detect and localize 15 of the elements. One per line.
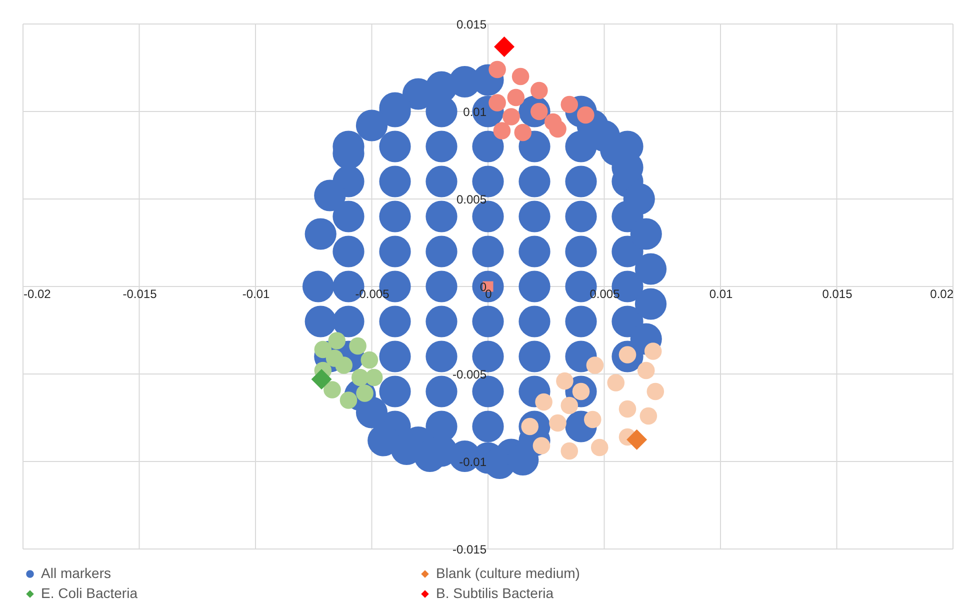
legend-label: All markers	[41, 565, 112, 581]
legend-label: Blank (culture medium)	[436, 565, 580, 581]
y-tick-label: -0.005	[452, 368, 487, 382]
x-tick-label: 0.015	[822, 287, 853, 301]
y-tick-label: 0.005	[456, 192, 487, 206]
x-tick-label: -0.02	[24, 287, 52, 301]
x-tick-label: -0.015	[122, 287, 158, 301]
x-tick-label: -0.01	[242, 287, 270, 301]
y-tick-label: 0.015	[456, 18, 487, 32]
y-tick-label: -0.015	[452, 542, 487, 556]
x-tick-label: 0.01	[709, 287, 733, 301]
legend-label: B. Subtilis Bacteria	[436, 585, 554, 601]
legend-label: E. Coli Bacteria	[41, 585, 138, 601]
y-tick-label: -0.01	[459, 455, 487, 469]
x-tick-label: 0.02	[930, 287, 954, 301]
